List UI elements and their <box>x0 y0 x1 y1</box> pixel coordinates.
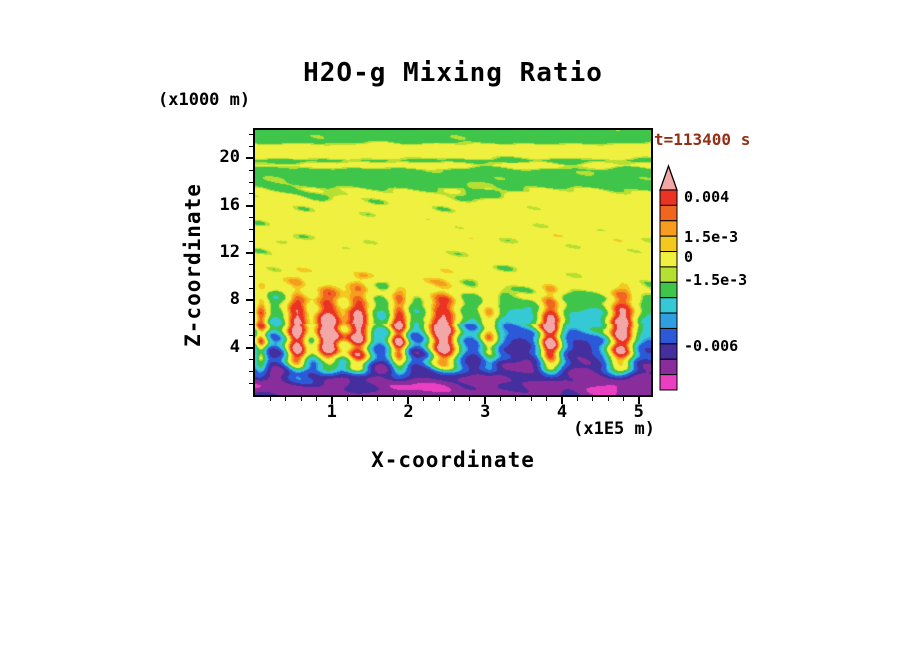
colorbar-tick-label: 0 <box>684 248 694 266</box>
y-minor-tick <box>249 169 253 171</box>
x-minor-tick <box>346 397 348 401</box>
y-minor-tick <box>249 181 253 183</box>
colorbar-segment <box>659 220 678 237</box>
x-major-tick <box>407 397 410 404</box>
x-minor-tick <box>315 397 317 401</box>
colorbar-overflow-arrow <box>659 164 678 191</box>
colorbar-tick-label: -1.5e-3 <box>684 271 748 289</box>
y-major-tick <box>246 299 253 302</box>
y-minor-tick <box>249 264 253 266</box>
colorbar-segment <box>659 343 678 360</box>
y-minor-tick <box>249 335 253 337</box>
x-minor-tick <box>392 397 394 401</box>
x-minor-tick <box>454 397 456 401</box>
x-minor-tick <box>576 397 578 401</box>
y-axis-label: Z-coordinate <box>181 183 205 347</box>
x-minor-tick <box>530 397 532 401</box>
y-minor-tick <box>249 288 253 290</box>
colorbar-segment <box>659 297 678 314</box>
x-tick-label: 1 <box>326 402 337 422</box>
colorbar-tick-label: 0.004 <box>684 188 730 206</box>
y-minor-tick <box>249 134 253 136</box>
colorbar-segment <box>659 235 678 253</box>
x-minor-tick <box>515 397 517 401</box>
y-minor-tick <box>249 359 253 360</box>
x-minor-tick <box>500 397 502 401</box>
x-axis-unit-label: (x1E5 m) <box>573 419 655 439</box>
colorbar <box>659 164 678 391</box>
colorbar-segment <box>659 374 678 391</box>
x-minor-tick <box>607 397 609 401</box>
x-minor-tick <box>269 397 271 401</box>
colorbar-segment <box>659 358 678 376</box>
x-major-tick <box>484 397 487 404</box>
y-minor-tick <box>249 193 253 195</box>
colorbar-segment <box>659 281 678 299</box>
mixing-ratio-field <box>255 130 651 395</box>
x-minor-tick <box>361 397 363 401</box>
x-major-tick <box>637 397 640 404</box>
x-major-tick <box>330 397 333 404</box>
x-minor-tick <box>285 397 287 401</box>
x-minor-tick <box>377 397 379 401</box>
x-minor-tick <box>592 397 594 401</box>
y-minor-tick <box>249 382 253 384</box>
x-minor-tick <box>546 397 548 401</box>
y-major-tick <box>246 252 253 255</box>
x-minor-tick <box>300 397 302 401</box>
colorbar-segment <box>659 251 678 268</box>
y-minor-tick <box>249 370 253 372</box>
y-major-tick <box>246 346 253 349</box>
y-major-tick <box>246 157 253 160</box>
plot-title: H2O-g Mixing Ratio <box>303 58 603 88</box>
colorbar-tick-label: 1.5e-3 <box>684 228 739 246</box>
x-axis-label: X-coordinate <box>371 448 535 472</box>
colorbar-segment <box>659 204 678 222</box>
y-minor-tick <box>249 276 253 278</box>
colorbar-tick-label: -0.006 <box>684 337 739 355</box>
x-minor-tick <box>438 397 440 401</box>
x-major-tick <box>560 397 563 404</box>
y-axis-unit-label: (x1000 m) <box>158 90 251 110</box>
colorbar-segment <box>659 327 678 345</box>
y-major-tick <box>246 204 253 207</box>
colorbar-segment <box>659 189 678 206</box>
y-minor-tick <box>249 217 253 219</box>
colorbar-segment <box>659 266 678 283</box>
x-minor-tick <box>622 397 624 401</box>
y-minor-tick <box>249 323 253 325</box>
x-tick-label: 2 <box>403 402 414 422</box>
x-minor-tick <box>469 397 471 401</box>
y-minor-tick <box>249 311 253 313</box>
y-minor-tick <box>249 228 253 230</box>
x-minor-tick <box>423 397 425 401</box>
y-minor-tick <box>249 240 253 242</box>
time-annotation: t=113400 s <box>654 130 751 149</box>
y-minor-tick <box>249 146 253 148</box>
colorbar-segment <box>659 312 678 329</box>
